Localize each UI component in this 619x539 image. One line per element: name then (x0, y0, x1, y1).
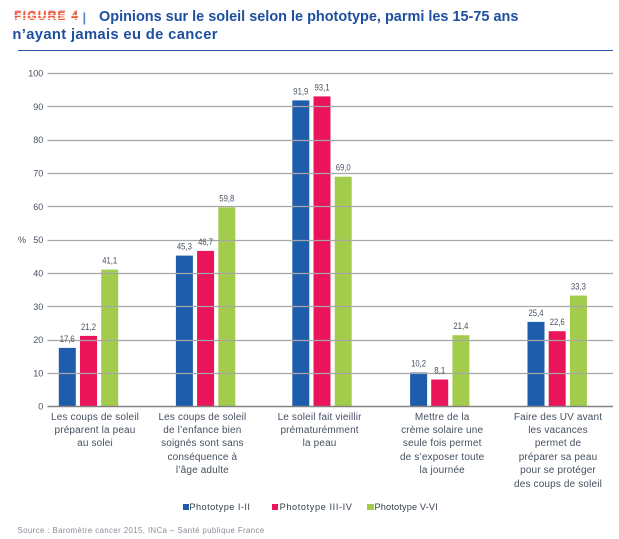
svg-text:93,1: 93,1 (315, 82, 330, 92)
svg-text:80: 80 (33, 135, 43, 145)
svg-text:33,3: 33,3 (571, 282, 586, 292)
svg-text:60: 60 (33, 202, 43, 212)
svg-text:90: 90 (33, 102, 43, 112)
svg-text:45,3: 45,3 (177, 242, 192, 252)
svg-text:50: 50 (33, 235, 43, 245)
svg-text:21,4: 21,4 (453, 321, 468, 331)
svg-text:69,0: 69,0 (336, 163, 351, 173)
svg-text:8,1: 8,1 (434, 366, 445, 376)
svg-text:17,6: 17,6 (60, 334, 75, 344)
svg-text:%: % (18, 235, 26, 245)
svg-text:41,1: 41,1 (102, 256, 117, 266)
svg-text:100: 100 (28, 69, 43, 79)
svg-text:21,2: 21,2 (81, 322, 96, 332)
svg-text:20: 20 (33, 335, 43, 345)
svg-text:30: 30 (33, 302, 43, 312)
svg-text:70: 70 (33, 169, 43, 179)
svg-text:10: 10 (33, 368, 43, 378)
svg-text:46,7: 46,7 (198, 237, 213, 247)
svg-text:59,8: 59,8 (219, 193, 234, 203)
svg-text:25,4: 25,4 (529, 308, 544, 318)
svg-text:0: 0 (38, 402, 43, 412)
svg-text:91,9: 91,9 (293, 86, 308, 96)
svg-text:22,6: 22,6 (550, 317, 565, 327)
svg-text:10,2: 10,2 (411, 359, 426, 369)
svg-text:40: 40 (33, 269, 43, 279)
